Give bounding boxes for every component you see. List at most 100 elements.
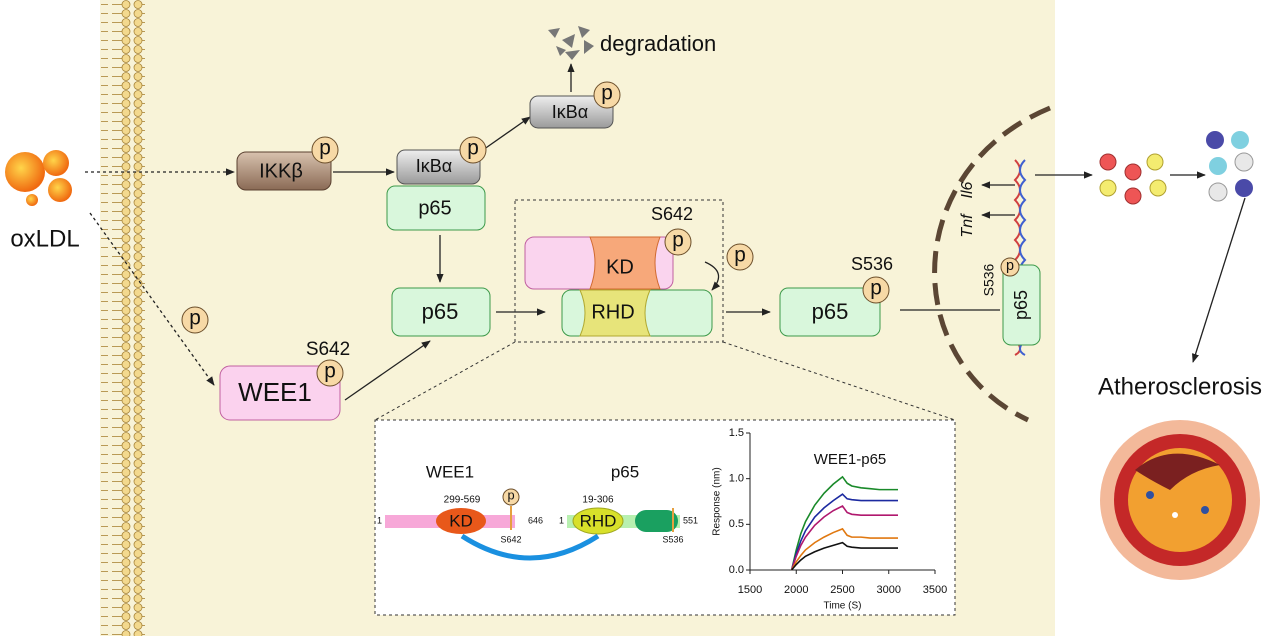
particle	[43, 150, 69, 176]
label: p65	[418, 197, 451, 219]
phospho-label: p	[189, 307, 201, 330]
label: WEE1	[238, 377, 312, 407]
phospho-circle	[726, 243, 754, 271]
label: IKKβ	[259, 160, 303, 182]
cytokine	[1099, 153, 1117, 171]
complex-frame	[514, 199, 724, 343]
site-label: S536	[662, 534, 683, 544]
arrow	[89, 212, 215, 386]
kd-domain	[436, 508, 486, 534]
arrow	[1192, 197, 1246, 363]
label: 1	[377, 515, 382, 525]
label: p65	[611, 462, 639, 481]
phospho-circle	[311, 136, 339, 164]
phospho-circle	[593, 81, 621, 109]
series-line	[790, 475, 898, 571]
site-label: S642	[500, 534, 521, 544]
label: Atherosclerosis	[1098, 373, 1262, 400]
curved-arrow	[704, 261, 721, 291]
label: Il6	[959, 181, 976, 198]
label: RHD	[580, 511, 617, 530]
series-line	[790, 527, 898, 571]
x-tick-label: 3000	[877, 584, 901, 596]
cell	[1146, 491, 1154, 499]
series-line	[790, 505, 898, 571]
kd-domain	[589, 236, 661, 290]
p65-box	[1002, 264, 1041, 346]
arrow	[479, 116, 531, 153]
cytokine	[1124, 187, 1142, 205]
phospho-label: p	[324, 360, 336, 383]
label: KD	[606, 256, 634, 278]
cell	[1234, 152, 1254, 172]
p65-box	[779, 287, 881, 337]
phospho-label: p	[734, 244, 746, 267]
wee1-box	[219, 365, 341, 421]
necrotic-core	[1135, 453, 1220, 490]
oxldl-particles	[5, 150, 72, 206]
particle	[5, 152, 45, 192]
label: 646	[528, 515, 543, 525]
rhd-domain	[579, 289, 651, 337]
label: RHD	[591, 301, 634, 323]
x-tick-label: 1500	[738, 584, 762, 596]
ikkb-box	[236, 151, 332, 191]
cell	[1208, 182, 1228, 202]
label: 299-569	[444, 495, 481, 506]
label: p65	[812, 299, 849, 324]
fragments	[548, 26, 594, 60]
x-axis-label: Time (S)	[824, 601, 862, 612]
cell	[1235, 179, 1253, 197]
label: KD	[449, 511, 473, 530]
phospho-label: p	[672, 229, 684, 252]
label: 551	[683, 515, 698, 525]
membrane	[101, 0, 145, 636]
label: p65	[1011, 290, 1031, 320]
x-tick-label: 2000	[784, 584, 808, 596]
y-axis-label: Response (nm)	[712, 467, 723, 535]
series-line	[791, 541, 898, 571]
phospho-circle	[1000, 257, 1020, 277]
cell	[1209, 157, 1227, 175]
label: 1	[559, 515, 564, 525]
phospho-circle	[459, 136, 487, 164]
interaction-arc	[460, 533, 600, 561]
label: IκBα	[552, 102, 588, 122]
cytokine	[1149, 179, 1167, 197]
phospho-circle	[664, 228, 692, 256]
rhd-domain	[572, 507, 624, 535]
ikba-box	[529, 95, 614, 129]
particle	[48, 178, 72, 202]
phospho-circle	[181, 306, 209, 334]
arrows	[85, 63, 1246, 401]
phospho-label: p	[601, 82, 613, 105]
arrow	[344, 340, 431, 401]
phospho-circle	[316, 359, 344, 387]
phospho-label: p	[467, 137, 479, 160]
cell	[1206, 131, 1224, 149]
y-tick-label: 0.0	[729, 564, 744, 576]
x-tick-label: 2500	[830, 584, 854, 596]
cytokine	[1124, 163, 1142, 181]
p65-box	[391, 287, 491, 337]
immune-cells	[1206, 131, 1254, 202]
series-line	[790, 493, 898, 571]
cytokines	[1099, 153, 1167, 205]
y-tick-label: 1.0	[729, 473, 744, 485]
label: oxLDL	[10, 225, 79, 252]
cytokine	[1099, 179, 1117, 197]
zoom-line	[374, 341, 516, 421]
zoom-line	[722, 341, 956, 421]
nucleus-envelope	[932, 105, 1051, 423]
label: degradation	[600, 31, 716, 56]
label: p65	[422, 299, 459, 324]
label: WEE1	[426, 462, 474, 481]
cytokine	[1146, 153, 1164, 171]
y-tick-label: 1.5	[729, 427, 744, 439]
site-label: S642	[651, 204, 693, 224]
site-label: S536	[851, 254, 893, 274]
artery	[1100, 420, 1260, 580]
degradation-fragments	[548, 26, 594, 60]
ikba-box	[396, 149, 481, 185]
phospho-circle	[502, 488, 520, 506]
